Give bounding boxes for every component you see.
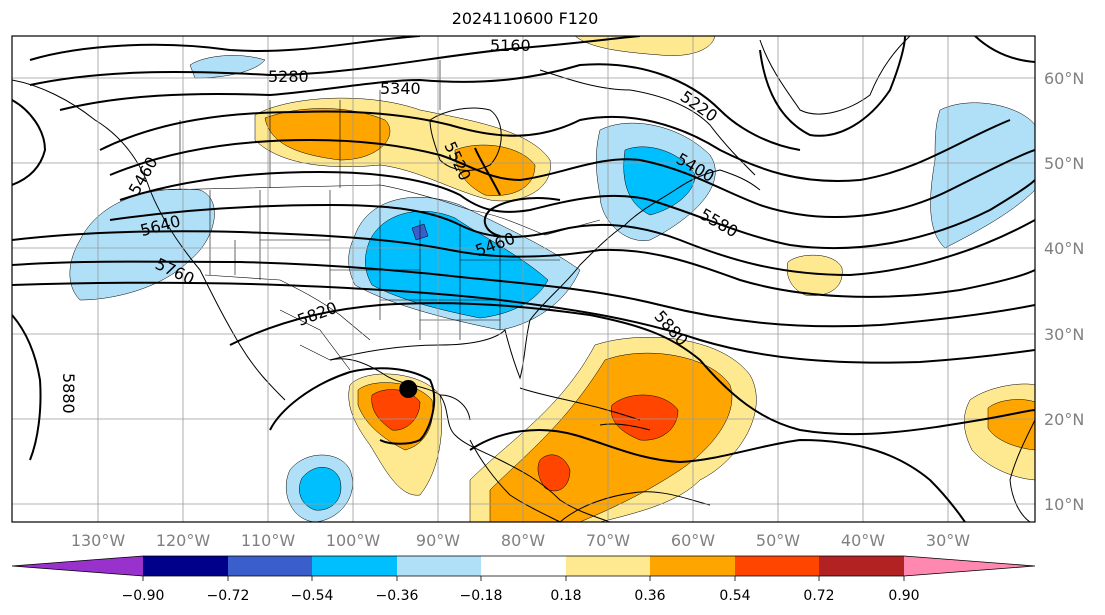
- colorbar-segment: [312, 556, 397, 576]
- coastline-yucatan: [439, 394, 471, 421]
- contour-label: 5340: [380, 79, 421, 98]
- colorbar-tick-label: 0.72: [803, 588, 834, 604]
- colorbar-segment: [904, 556, 1035, 576]
- contour-label: 5880: [59, 373, 78, 414]
- contour-10: [12, 281, 1035, 364]
- height-contours: [12, 36, 1035, 522]
- colorbar-ticks: [142, 576, 905, 581]
- positive-anomaly-canada-core: [264, 108, 391, 161]
- positive-anomaly-atlantic: [787, 254, 843, 296]
- colorbar-segment: [735, 556, 819, 576]
- colorbar-tick-label: −0.72: [207, 588, 250, 604]
- contour-13: [12, 314, 42, 461]
- contour-19: [474, 147, 501, 196]
- contour-12: [269, 367, 436, 445]
- coastline-labrador: [539, 69, 756, 176]
- colorbar-tick-label: −0.36: [376, 588, 419, 604]
- lon-label: 110°W: [241, 531, 296, 550]
- border-canada-provinces: [179, 60, 441, 190]
- state-borders: [154, 60, 601, 371]
- contour-18: [483, 197, 561, 237]
- lon-label: 60°W: [671, 531, 715, 550]
- contour-16: [759, 36, 906, 137]
- coastline-west-africa: [1009, 419, 1035, 522]
- contour-4: [99, 110, 1011, 182]
- lat-label: 50°N: [1044, 154, 1084, 173]
- border-us-canada: [154, 184, 601, 236]
- positive-anomaly-greenland: [574, 36, 716, 56]
- lat-label: 60°N: [1044, 69, 1084, 88]
- colorbar-segment: [12, 556, 143, 576]
- lat-label: 30°N: [1044, 325, 1084, 344]
- contour-11: [229, 302, 1035, 436]
- colorbar-tick-label: 0.18: [550, 588, 581, 604]
- lon-label: 120°W: [156, 531, 211, 550]
- lon-label: 130°W: [71, 531, 126, 550]
- colorbar-segment: [819, 556, 904, 576]
- coastline-hispaniola: [599, 423, 651, 431]
- lon-label: 90°W: [416, 531, 460, 550]
- positive-anomaly-caribbean-peak: [610, 394, 679, 441]
- lon-label: 50°W: [756, 531, 800, 550]
- contour-15: [12, 99, 47, 186]
- lat-label: 40°N: [1044, 239, 1084, 258]
- map-layers: [12, 36, 1035, 522]
- colorbar-segment: [650, 556, 735, 576]
- colorbar-segment: [481, 556, 566, 576]
- coastline-north-america-west: [12, 79, 286, 401]
- colorbar-tick-label: 0.90: [888, 588, 919, 604]
- contour-7: [109, 203, 1035, 277]
- negative-anomaly-atlantic: [930, 102, 1035, 249]
- coastlines: [12, 36, 1035, 522]
- grid-meridians: [97, 36, 949, 522]
- lon-label: 40°W: [841, 531, 885, 550]
- colorbar-segment: [397, 556, 481, 576]
- border-us-mexico: [204, 274, 371, 341]
- latitude-labels: 60°N 50°N 40°N 30°N 20°N 10°N: [1044, 69, 1084, 514]
- contour-2: [29, 36, 641, 86]
- coastline-hudson-bay: [429, 107, 502, 171]
- contour-label: 5160: [490, 36, 531, 55]
- lat-label: 10°N: [1044, 495, 1084, 514]
- contour-5: [109, 138, 1035, 218]
- contour-8: [12, 230, 1035, 298]
- colorbar: −0.90 −0.72 −0.54 −0.36 −0.18 0.18 0.36 …: [11, 555, 1036, 604]
- lon-label: 70°W: [586, 531, 630, 550]
- colorbar-tick-label: −0.18: [460, 588, 503, 604]
- positive-anomaly-hudson-core: [454, 144, 536, 196]
- border-mexico-states: [279, 309, 351, 371]
- colorbar-tick-label: −0.90: [122, 588, 165, 604]
- colorbar-segment: [566, 556, 650, 576]
- map-frame: [11, 35, 1036, 523]
- contour-label: 5280: [268, 67, 309, 86]
- border-states-2: [259, 240, 560, 321]
- contour-17: [974, 36, 1035, 63]
- colorbar-tick-label: 0.36: [634, 588, 665, 604]
- lon-label: 100°W: [326, 531, 381, 550]
- lon-label: 30°W: [926, 531, 970, 550]
- coastline-south-america: [559, 491, 711, 522]
- lon-label: 80°W: [501, 531, 545, 550]
- negative-anomaly-pacific-core: [299, 467, 342, 511]
- coastline-us-gulf: [329, 224, 626, 380]
- colorbar-tick-label: −0.54: [291, 588, 334, 604]
- colorbar-tick-label: 0.54: [719, 588, 750, 604]
- colorbar-segment: [143, 556, 228, 576]
- colorbar-segment: [228, 556, 312, 576]
- coastline-central-america: [469, 439, 561, 522]
- contour-6: [119, 170, 1035, 250]
- lat-label: 20°N: [1044, 410, 1084, 429]
- storm-position-marker: [399, 380, 418, 398]
- contour-1: [29, 36, 421, 61]
- longitude-labels: 130°W 120°W 110°W 100°W 90°W 80°W 70°W 6…: [71, 531, 970, 550]
- contour-3: [59, 63, 801, 151]
- positive-anomaly-mexico-peak: [371, 389, 421, 431]
- contour-14: [469, 429, 966, 522]
- positive-anomaly-caribbean-peak-south: [537, 454, 571, 492]
- map-title: 2024110600 F120: [451, 9, 599, 28]
- coastline-mexico-gulf: [329, 358, 611, 522]
- coastline-cuba: [519, 387, 641, 421]
- contour-9: [12, 260, 1035, 328]
